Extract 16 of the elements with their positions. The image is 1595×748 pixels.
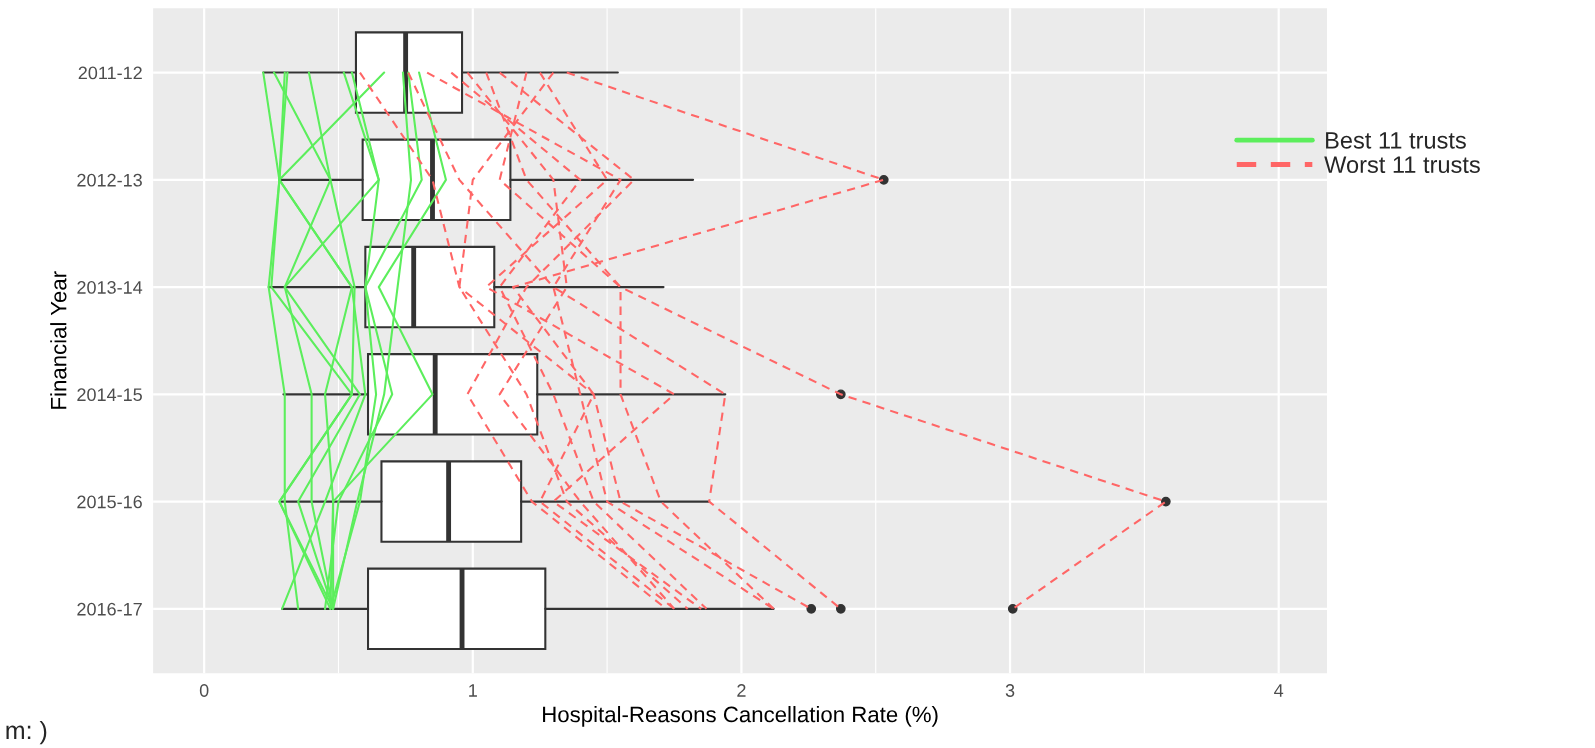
x-tick-label: 1 [469, 684, 477, 697]
x-tick-label: 0 [199, 684, 209, 697]
x-tick-label: 2 [737, 684, 746, 697]
y-tick-label: 2015-16 [77, 495, 142, 509]
legend-label: Best 11 trusts [1326, 132, 1466, 149]
x-axis-title: Hospital-Reasons Cancellation Rate (%) [543, 706, 938, 727]
y-tick-label: 2014-15 [77, 388, 142, 402]
x-tick-label: 3 [1005, 684, 1015, 697]
y-tick-label: 2016-17 [77, 602, 142, 616]
legend-label: Worst 11 trusts [1324, 156, 1480, 174]
y-tick-label: 2012-13 [77, 173, 142, 187]
text: m: ) [6, 720, 47, 745]
y-tick-label: 2011-12 [78, 66, 142, 80]
y-axis-title: Financial Year [50, 271, 67, 409]
y-tick-label: 2013-14 [77, 281, 143, 294]
x-tick-label: 4 [1274, 684, 1284, 697]
